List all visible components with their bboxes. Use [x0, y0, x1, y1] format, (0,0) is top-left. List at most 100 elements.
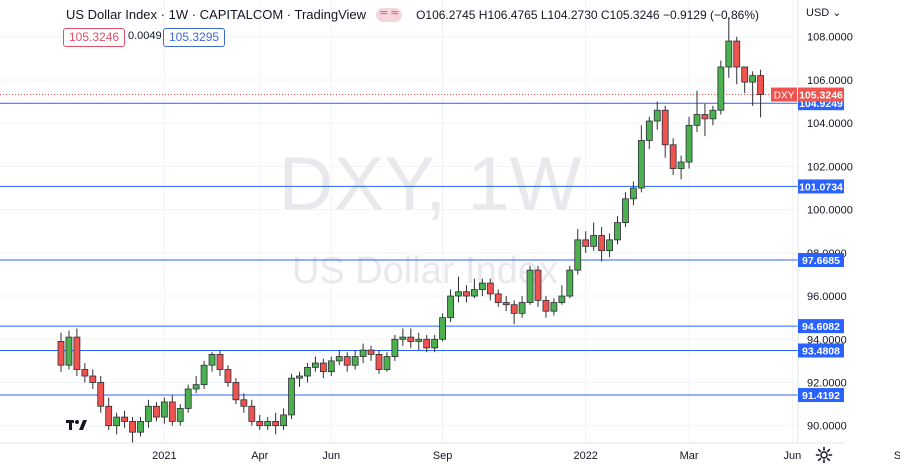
- watermark-name: US Dollar Index: [292, 250, 558, 292]
- candles: [57, 17, 764, 443]
- currency-selector[interactable]: USD ⌄: [806, 6, 842, 19]
- candle-body: [645, 120, 653, 141]
- chevron-down-icon: ⌄: [832, 7, 842, 19]
- candle-body: [129, 420, 136, 433]
- candle-body: [439, 317, 447, 340]
- tradingview-logo[interactable]: [66, 418, 88, 435]
- candle-body: [137, 420, 144, 433]
- price-tick-label: 94.0000: [807, 334, 847, 346]
- candle-body: [669, 144, 677, 169]
- candle-body: [272, 420, 280, 427]
- candle-body: [415, 338, 423, 342]
- candle-body: [630, 187, 637, 200]
- candle-body: [447, 295, 454, 319]
- candle-body: [216, 353, 224, 370]
- sell-price-box[interactable]: 105.3246: [63, 28, 126, 47]
- candle-body: [65, 336, 73, 366]
- candle-body: [327, 360, 335, 373]
- candle-body: [470, 289, 478, 297]
- candle-body: [502, 302, 510, 306]
- candle-body: [486, 282, 494, 295]
- spread-value: 0.0049: [128, 30, 162, 42]
- candle-body: [741, 66, 749, 83]
- chart-header: US Dollar Index · 1W · CAPITALCOM · Trad…: [66, 6, 760, 23]
- candle-body: [89, 375, 97, 383]
- price-tick-label: 92.0000: [807, 377, 847, 389]
- time-tick-label: Sep: [894, 450, 900, 462]
- price-tick-label: 106.0000: [807, 75, 853, 87]
- candle-body: [709, 109, 717, 120]
- candle-body: [582, 239, 590, 247]
- price-tick-label: 90.0000: [807, 421, 847, 433]
- candle-body: [97, 382, 105, 407]
- candle-body: [168, 401, 176, 422]
- candle-body: [288, 377, 295, 416]
- price-tick-label: 96.0000: [807, 291, 847, 303]
- level-label: 97.6685: [802, 255, 840, 267]
- candle-body: [558, 295, 566, 303]
- candle-body: [160, 401, 168, 418]
- candle-body: [176, 408, 184, 422]
- candle-body: [550, 302, 558, 312]
- candle-body: [749, 75, 757, 83]
- candle-body: [383, 356, 391, 370]
- time-tick-label: Sep: [433, 450, 453, 462]
- price-tick-label: 102.0000: [807, 161, 853, 173]
- candle-body: [542, 299, 550, 312]
- ohlc-readout: O106.2745 H106.4765 L104.2730 C105.3246 …: [416, 7, 760, 22]
- candle-body: [192, 384, 200, 390]
- horizontal-levels: [0, 94, 798, 396]
- price-tick-label: 104.0000: [807, 118, 853, 130]
- candle-body: [113, 416, 121, 427]
- buy-price-box[interactable]: 105.3295: [163, 28, 226, 47]
- candle-body: [311, 362, 319, 368]
- candle-body: [693, 114, 701, 126]
- level-label: 101.0734: [799, 181, 843, 193]
- candle-body: [256, 420, 264, 427]
- candle-body: [184, 388, 192, 409]
- level-label-bg: [798, 252, 844, 267]
- last-price-bg: [798, 87, 844, 102]
- level-labels: 104.9249101.073497.668594.608293.480891.…: [798, 96, 844, 403]
- candle-body: [232, 382, 240, 401]
- compare-toggle-icon[interactable]: = ≈: [376, 6, 403, 22]
- candle-body: [566, 269, 574, 297]
- candle-body: [57, 341, 65, 366]
- level-label-bg: [798, 319, 844, 334]
- candle-body: [757, 75, 764, 95]
- candle-body: [343, 356, 351, 366]
- candle-body: [152, 405, 160, 418]
- candle-body: [677, 161, 685, 169]
- candle-body: [717, 66, 725, 111]
- level-label: 94.6082: [802, 321, 840, 333]
- candle-body: [248, 405, 256, 422]
- candle-body: [367, 349, 375, 355]
- currency-label: USD: [806, 7, 830, 19]
- candle-body: [423, 338, 431, 349]
- candle-body: [598, 235, 605, 252]
- candle-body: [590, 235, 598, 247]
- candle-body: [455, 291, 462, 297]
- price-tick-label: 108.0000: [807, 32, 853, 44]
- candle-body: [637, 140, 645, 189]
- symbol-tag-bg: [771, 87, 797, 102]
- candle-body: [81, 369, 89, 377]
- level-label-bg: [798, 388, 844, 403]
- candle-body: [614, 222, 621, 241]
- candle-body: [494, 293, 502, 303]
- candle-body: [399, 336, 407, 340]
- last-price-value: 105.3246: [799, 90, 843, 102]
- candle-body: [145, 405, 152, 422]
- candle-body: [653, 109, 661, 122]
- candle-body: [622, 198, 629, 223]
- candle-body: [391, 338, 399, 357]
- candle-body: [200, 364, 208, 386]
- candle-body: [240, 399, 248, 407]
- time-axis[interactable]: 2021 Apr Jun Sep 2022 Mar Jun Sep: [152, 450, 900, 462]
- level-label-bg: [798, 343, 844, 358]
- gear-icon[interactable]: [815, 446, 833, 464]
- candle-body: [351, 356, 359, 366]
- candle-body: [208, 353, 216, 366]
